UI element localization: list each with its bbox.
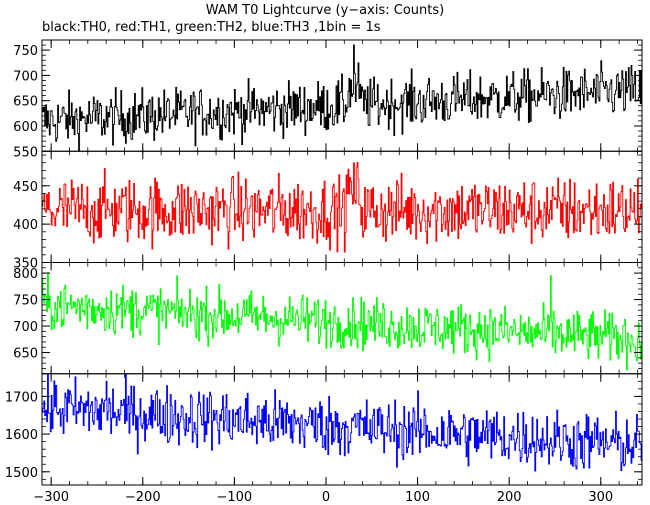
panel-th3: 1500 1600 1700 bbox=[5, 373, 643, 486]
y-tick-label: 600 bbox=[13, 120, 38, 135]
y-tick-label: 1600 bbox=[5, 428, 38, 443]
x-tick-label: −200 bbox=[125, 490, 161, 505]
y-tick-label: 650 bbox=[13, 95, 38, 110]
chart-title: WAM T0 Lightcurve (y−axis: Counts) bbox=[206, 3, 444, 18]
panel-frame bbox=[41, 39, 643, 152]
panel-th1: 350 400 450 bbox=[13, 150, 643, 272]
series-th1-line bbox=[42, 161, 642, 253]
x-tick-label: −300 bbox=[33, 490, 69, 505]
y-tick-label: 350 bbox=[13, 257, 38, 272]
y-tick-label: 400 bbox=[13, 218, 38, 233]
y-tick-label: 700 bbox=[13, 69, 38, 84]
y-tick-label: 700 bbox=[13, 320, 38, 335]
x-tick-label: 300 bbox=[588, 490, 613, 505]
y-tick-label: 450 bbox=[13, 180, 38, 195]
y-tick-label: 550 bbox=[13, 145, 38, 160]
y-tick-label: 1500 bbox=[5, 466, 38, 481]
x-tick-label: −100 bbox=[217, 490, 253, 505]
x-tick-label: 200 bbox=[497, 490, 522, 505]
series-th0-line bbox=[42, 44, 642, 152]
y-tick-label: 800 bbox=[13, 267, 38, 282]
chart-subtitle: black:TH0, red:TH1, green:TH2, blue:TH3 … bbox=[42, 20, 381, 35]
y-tick-label: 650 bbox=[13, 347, 38, 362]
y-tick-label: 750 bbox=[13, 44, 38, 59]
y-tick-label: 1700 bbox=[5, 390, 38, 405]
x-tick-label: 100 bbox=[405, 490, 430, 505]
panel-th0: 550 600 650 700 750 bbox=[13, 39, 643, 160]
panels-group: 550 600 650 700 750 350 400 450 650 700 750 800 1500… bbox=[5, 39, 643, 486]
series-th2-line bbox=[42, 272, 642, 371]
series-th3-line bbox=[42, 373, 642, 472]
panel-frame bbox=[41, 373, 643, 486]
y-tick-label: 750 bbox=[13, 294, 38, 309]
panel-th2: 650 700 750 800 bbox=[13, 262, 643, 375]
x-tick-label: 0 bbox=[322, 490, 330, 505]
x-axis: −300 −200 −100 0 100 200 300 bbox=[33, 490, 613, 505]
